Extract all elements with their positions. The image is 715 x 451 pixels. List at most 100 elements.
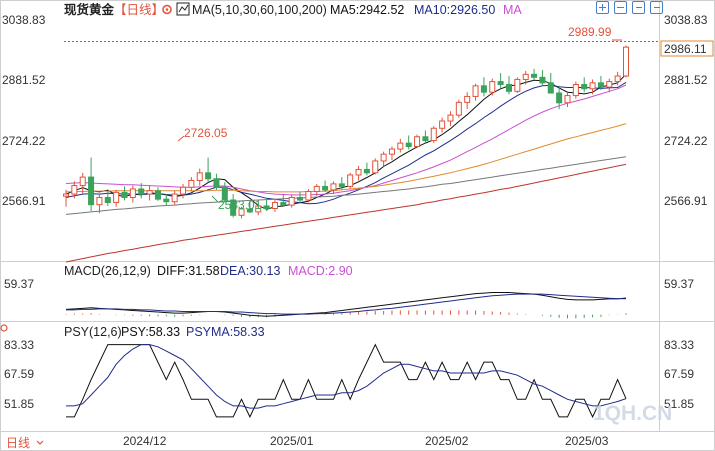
psy-line (66, 343, 627, 419)
candle (464, 92, 471, 110)
candle (129, 185, 136, 203)
candle (288, 194, 295, 208)
watermark: 1QH.CN (593, 402, 672, 425)
pan-left-icon[interactable] (632, 1, 645, 14)
candle (171, 190, 178, 205)
candle (522, 70, 529, 85)
y-tick-label: 2566.91 (664, 194, 708, 208)
psy-gear-icon[interactable] (0, 324, 8, 332)
candle (322, 180, 329, 192)
candle (564, 92, 571, 108)
ma-more-value: MA (503, 3, 522, 17)
main-header: 现货黄金 【日线】 MA(5,10,30,60,100,200) MA5:294… (64, 2, 522, 17)
y-tick-label: 3038.83 (2, 13, 46, 27)
psy-y-tick-label: 67.59 (664, 367, 694, 381)
local-high-annotation: 2726.05 (184, 126, 228, 140)
zoom-in-icon[interactable] (596, 1, 609, 14)
candle (572, 81, 579, 99)
candle (188, 177, 195, 192)
candle (380, 151, 387, 167)
macd-params-label: MACD(26,12,9) (64, 264, 151, 278)
candle (255, 203, 262, 216)
y-tick-label: 2881.52 (664, 73, 708, 87)
candle (597, 76, 604, 91)
y-tick-label: 2724.22 (664, 134, 708, 148)
candle (338, 177, 345, 190)
candle (297, 191, 304, 203)
candle (405, 135, 412, 150)
candle (196, 168, 203, 186)
macd-y-tick-label: 59.37 (4, 277, 34, 291)
psy-y-tick-label: 51.85 (664, 397, 694, 411)
max-price-annotation: 2989.99 (568, 25, 612, 39)
candle (363, 162, 370, 176)
ma10-value: MA10:2926.50 (414, 3, 495, 17)
candle (280, 194, 287, 207)
indicator-icon[interactable] (176, 2, 190, 16)
ma-line-ma100 (65, 156, 627, 215)
settings-icon[interactable] (162, 4, 172, 15)
candle (388, 146, 395, 161)
psyma-value: PSYMA:58.33 (186, 325, 265, 339)
period-label[interactable]: 【日线】 (114, 3, 164, 17)
candle (121, 186, 128, 201)
y-tick-label: 3038.83 (664, 13, 708, 27)
ma-params-label: MA(5,10,30,60,100,200) (192, 3, 327, 17)
zoom-out-icon[interactable] (614, 1, 627, 14)
y-tick-label: 2881.52 (2, 73, 46, 87)
macd-header: MACD(26,12,9) DIFF:31.58 DEA:30.13 MACD:… (64, 264, 353, 278)
candle (246, 200, 253, 214)
candle (71, 181, 78, 199)
candle (213, 173, 220, 190)
candle (138, 183, 145, 199)
x-axis: 2024/12 2025/01 2025/02 2025/03 (123, 434, 609, 448)
candle (430, 126, 437, 144)
candle (79, 172, 86, 195)
psy-lines (66, 343, 627, 419)
diff-value: DIFF:31.58 (157, 264, 220, 278)
psy-params-label: PSY(12,6) (64, 325, 122, 339)
candle (622, 45, 630, 78)
moving-average-lines (65, 73, 627, 263)
candle (589, 79, 596, 95)
candle (472, 83, 479, 101)
candle (263, 199, 270, 212)
period-tab[interactable]: 日线 (6, 436, 30, 450)
candle (397, 138, 404, 153)
candle (581, 77, 588, 93)
last-price-tag: 2986.11 (660, 40, 714, 57)
candle (230, 194, 237, 218)
instrument-title: 现货黄金 (64, 2, 115, 17)
candle (238, 206, 245, 219)
candle (455, 99, 462, 118)
candle (113, 189, 120, 207)
main-y-axis: 3038.83 2881.52 2724.22 2566.91 (664, 13, 708, 208)
candle (447, 111, 454, 127)
x-tick-label: 2024/12 (123, 434, 167, 448)
x-tick-label: 2025/01 (270, 434, 314, 448)
candle (347, 172, 354, 189)
candlesticks (62, 45, 630, 219)
x-tick-label: 2025/02 (425, 434, 469, 448)
pan-right-icon[interactable] (650, 1, 663, 14)
candle (96, 194, 103, 214)
candle (414, 134, 421, 149)
ma-line-ma200 (65, 163, 627, 263)
candle (271, 200, 278, 212)
period-tab-chevron-icon[interactable] (36, 440, 44, 445)
candle (497, 73, 504, 88)
candle (62, 189, 70, 207)
candle (547, 73, 554, 94)
last-price-value: 2986.11 (664, 42, 707, 56)
y-tick-label: 2724.22 (2, 134, 46, 148)
psy-value: PSY:58.33 (121, 325, 180, 339)
candle (372, 158, 379, 175)
candle (531, 68, 538, 81)
candle (205, 157, 212, 183)
candle (221, 182, 228, 203)
min-price-pointer (211, 195, 219, 203)
psy-header: PSY(12,6) PSY:58.33 PSYMA:58.33 (64, 325, 265, 339)
x-tick-label: 2025/03 (565, 434, 609, 448)
psy-y-tick-label: 83.33 (664, 338, 694, 352)
